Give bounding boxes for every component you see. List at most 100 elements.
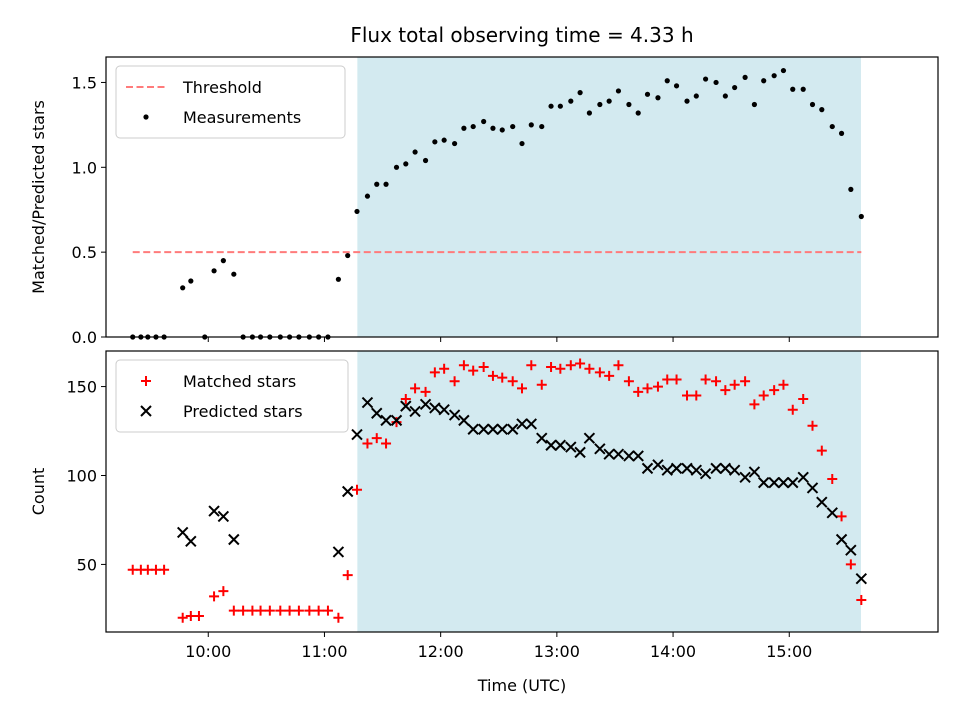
data-point <box>606 98 612 104</box>
data-point <box>528 122 534 128</box>
legend-label: Measurements <box>183 108 301 127</box>
data-point <box>644 91 651 97</box>
legend-predicted-swatch <box>140 405 152 417</box>
data-point <box>604 370 615 381</box>
data-point <box>584 363 595 374</box>
y-axis-label: Matched/Predicted stars <box>29 100 48 294</box>
data-point <box>807 420 818 431</box>
data-point <box>383 181 389 187</box>
y-tick-label: 100 <box>66 466 97 485</box>
y-tick-label: 0.5 <box>72 243 97 262</box>
data-point <box>218 586 229 597</box>
data-point <box>626 101 632 108</box>
data-point <box>664 78 670 84</box>
data-point <box>827 474 838 485</box>
x-tick-label: 12:00 <box>418 642 464 661</box>
data-point <box>780 67 787 74</box>
data-point <box>188 278 194 284</box>
data-point <box>371 433 382 444</box>
data-point <box>409 405 421 418</box>
data-point <box>603 448 615 460</box>
data-point <box>496 423 508 435</box>
data-point <box>729 379 740 390</box>
data-point <box>798 394 809 405</box>
data-point <box>858 213 864 220</box>
data-point <box>623 376 634 387</box>
data-point <box>354 208 360 215</box>
data-point <box>487 423 499 435</box>
data-point <box>720 385 731 396</box>
legend-matched-swatch <box>141 376 151 386</box>
data-point <box>751 101 758 108</box>
data-point <box>691 390 702 401</box>
legend-label: Matched stars <box>183 372 296 391</box>
data-point <box>159 564 170 575</box>
data-point <box>335 276 342 282</box>
data-point <box>632 450 644 462</box>
data-point <box>477 423 490 435</box>
data-point <box>468 365 479 376</box>
x-tick-label: 10:00 <box>185 642 231 661</box>
data-point <box>467 423 479 435</box>
axes-frame <box>105 350 939 633</box>
data-point <box>845 559 856 570</box>
data-point <box>499 127 505 133</box>
data-point <box>284 605 295 616</box>
y-axis-label: Count <box>29 468 48 516</box>
data-point <box>565 441 577 453</box>
data-point <box>400 394 411 405</box>
data-point <box>757 476 770 489</box>
observing-window-shade <box>357 351 861 632</box>
data-point <box>516 418 528 430</box>
data-point <box>845 544 857 556</box>
data-point <box>381 438 392 449</box>
data-point <box>693 93 699 99</box>
data-point <box>713 79 719 86</box>
data-point <box>525 418 538 430</box>
data-point <box>826 507 838 519</box>
data-point <box>568 98 574 104</box>
data-point <box>422 157 429 164</box>
data-point <box>351 428 363 441</box>
data-point <box>554 439 567 451</box>
data-point <box>548 103 554 109</box>
data-point <box>448 409 461 421</box>
y-tick-label: 1.5 <box>72 73 97 92</box>
data-point <box>176 526 189 539</box>
legend-label: Predicted stars <box>183 402 303 421</box>
data-point <box>806 482 819 494</box>
data-point <box>497 372 508 383</box>
data-point <box>623 450 635 462</box>
data-point <box>855 572 868 585</box>
data-point <box>597 101 603 108</box>
series-measurements <box>130 67 864 340</box>
data-point <box>768 476 780 489</box>
data-point <box>519 140 525 147</box>
data-point <box>193 610 204 621</box>
data-point <box>749 399 760 410</box>
count-panel: 50 100 150 10:00 11:00 12:00 13:00 14:00 15:00 Co… <box>29 350 939 661</box>
data-point <box>761 78 767 84</box>
data-point <box>769 385 780 396</box>
data-point <box>371 407 383 419</box>
data-point <box>364 193 371 199</box>
data-point <box>374 181 380 187</box>
x-axis-label: Time (UTC) <box>477 676 566 695</box>
data-point <box>635 110 641 116</box>
data-point <box>351 484 362 495</box>
data-point <box>682 390 693 401</box>
y-tick-label: 150 <box>66 378 97 397</box>
data-point <box>710 462 722 475</box>
data-point <box>652 459 664 471</box>
data-point <box>787 476 799 489</box>
data-point <box>662 374 673 385</box>
y-tick-label: 50 <box>77 555 97 574</box>
data-point <box>432 139 438 145</box>
data-point <box>545 439 557 451</box>
data-point <box>452 140 458 147</box>
data-point <box>332 546 345 558</box>
data-point <box>778 379 789 390</box>
data-point <box>642 383 653 394</box>
data-point <box>546 362 557 373</box>
series-matched-stars <box>127 358 867 623</box>
